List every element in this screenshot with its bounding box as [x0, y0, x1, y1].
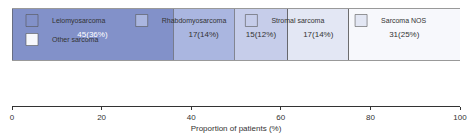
svg-text:Other sarcoma: Other sarcoma: [52, 36, 98, 43]
svg-text:31(25%): 31(25%): [389, 30, 420, 39]
svg-text:45(36%): 45(36%): [77, 30, 108, 40]
svg-text:Leiomyosarcoma: Leiomyosarcoma: [52, 17, 105, 25]
svg-text:Sarcoma NOS: Sarcoma NOS: [381, 17, 426, 24]
svg-text:0: 0: [10, 113, 15, 122]
svg-text:Proportion of patients (%): Proportion of patients (%): [191, 124, 282, 133]
svg-text:20: 20: [97, 113, 106, 122]
svg-text:Rhabdomyosarcoma: Rhabdomyosarcoma: [162, 17, 227, 25]
svg-text:15(12%): 15(12%): [246, 30, 277, 39]
svg-text:17(14%): 17(14%): [188, 30, 219, 39]
svg-text:80: 80: [366, 113, 375, 122]
svg-text:17(14%): 17(14%): [303, 30, 334, 39]
svg-text:60: 60: [276, 113, 285, 122]
svg-text:100: 100: [453, 113, 467, 122]
svg-text:40: 40: [187, 113, 196, 122]
svg-text:Stromal sarcoma: Stromal sarcoma: [271, 17, 324, 24]
